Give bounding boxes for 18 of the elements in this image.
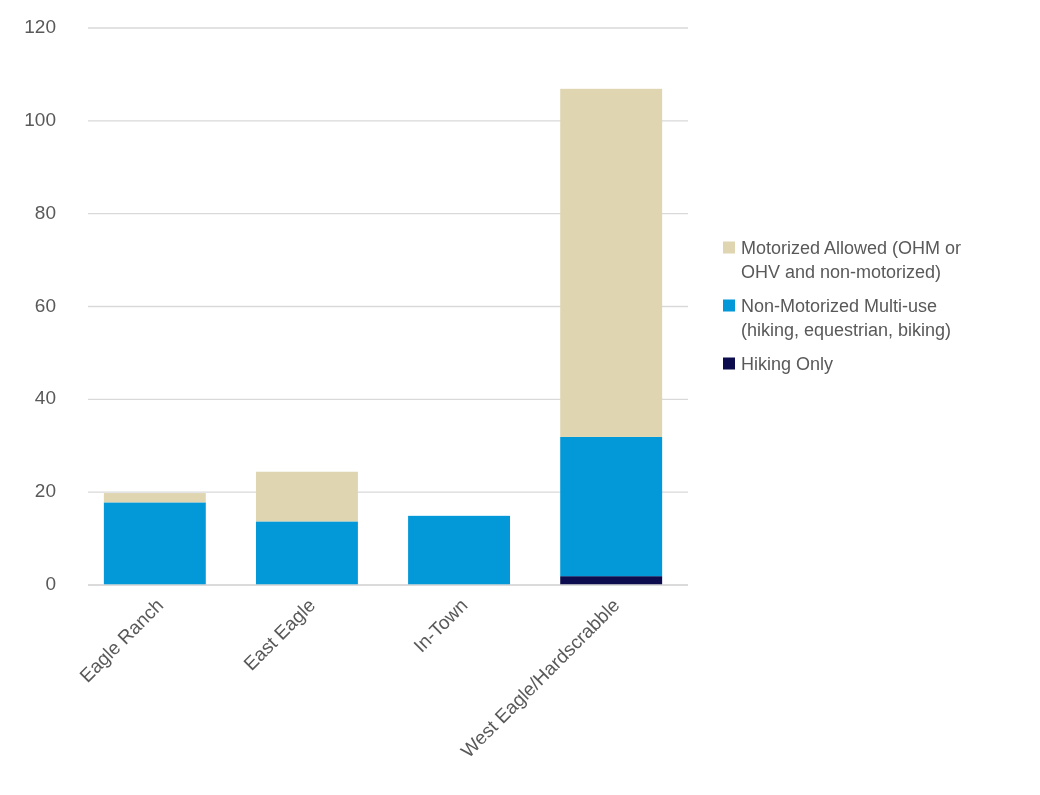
- y-tick-label: 60: [34, 294, 56, 316]
- bar: [103, 502, 206, 585]
- bar: [103, 493, 206, 503]
- y-tick-label: 40: [34, 387, 56, 409]
- bar: [560, 576, 663, 585]
- y-tick-label: 80: [34, 201, 56, 223]
- legend-label: Hiking Only: [741, 353, 834, 374]
- y-tick-label: 100: [24, 108, 56, 130]
- bar: [560, 88, 663, 437]
- bar: [408, 515, 511, 585]
- y-tick-label: 120: [24, 16, 56, 38]
- bar: [255, 471, 358, 522]
- bar: [255, 521, 358, 585]
- y-tick-label: 20: [34, 480, 56, 502]
- bar: [560, 436, 663, 577]
- legend-label: Motorized Allowed (OHM or OHV and non-motorized): [741, 237, 962, 282]
- legend-label: Non-Motorized Multi-use (hiking, equestrian, biking): [741, 295, 952, 340]
- y-tick-label: 0: [45, 573, 56, 595]
